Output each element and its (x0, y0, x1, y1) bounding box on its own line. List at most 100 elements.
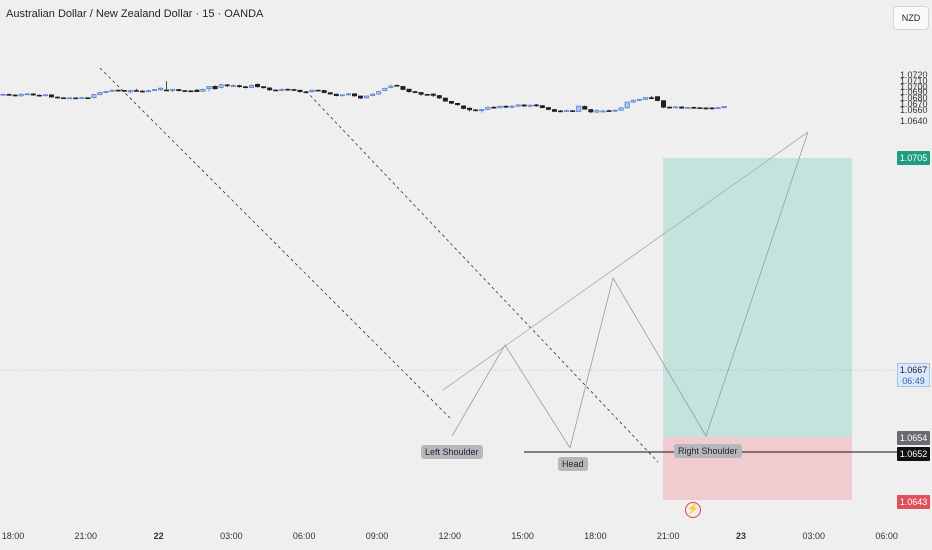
candle-body-down (521, 104, 527, 107)
candle-body-up (345, 93, 351, 96)
candle-body-down (661, 100, 667, 108)
candle-body-down (400, 86, 406, 90)
x-tick-label: 06:00 (875, 531, 898, 541)
candle-body-up (364, 95, 370, 99)
candle-body-up (600, 110, 606, 113)
candle-body-up (97, 92, 103, 95)
candle-body-up (382, 87, 388, 91)
candle-body-down (267, 87, 273, 91)
candle-body-up (376, 91, 382, 95)
candle-body-up (618, 107, 624, 111)
candle-body-down (394, 84, 400, 87)
candle-body-down (36, 94, 42, 97)
candle-body-up (485, 106, 491, 110)
candle-body-up (715, 107, 721, 109)
candle-body-up (497, 105, 503, 109)
candle-body-down (406, 88, 412, 93)
candle-body-down (242, 86, 248, 89)
x-tick-label: 06:00 (292, 531, 316, 541)
candle-body-down (291, 89, 297, 91)
candle-body-down (467, 107, 473, 111)
candle-body-down (588, 109, 594, 113)
candle-body-down (424, 94, 430, 96)
candle-body-down (503, 105, 509, 108)
candle-body-up (248, 84, 254, 88)
candle-body-down (418, 92, 424, 95)
lightning-icon[interactable]: ⚡ (685, 502, 701, 518)
candle-body-up (479, 109, 485, 111)
candle-body-down (491, 106, 497, 109)
candle-body-down (448, 101, 454, 104)
candle-body-down (539, 105, 545, 109)
candle-body-down (679, 106, 685, 109)
candle-body-down (182, 90, 188, 92)
candle-body-down (351, 93, 357, 97)
candle-body-down (61, 97, 67, 100)
candle-body-up (91, 94, 97, 99)
entry-price-tag: 1.0654 (897, 431, 930, 445)
candle-body-down (303, 91, 309, 94)
head-label: Head (558, 457, 588, 471)
candle-body-down (12, 94, 18, 97)
candle-body-up (636, 99, 642, 101)
candle-body-up (339, 94, 345, 97)
x-tick-label: 03:00 (802, 531, 826, 541)
candle-body-down (261, 86, 267, 89)
candle-body-down (48, 94, 54, 98)
candle-body-down (297, 89, 303, 93)
profit-zone (663, 158, 852, 437)
candle-body-down (436, 95, 442, 99)
candle-body-up (0, 93, 6, 96)
channel-line-upper-right (305, 90, 659, 463)
candle-body-down (461, 105, 467, 109)
candle-body-up (594, 110, 600, 113)
candle-body-down (224, 84, 230, 87)
pattern-path (451, 131, 809, 450)
candle-body-down (545, 107, 551, 110)
candle-body-up (152, 89, 158, 91)
candle-body-down (654, 96, 660, 101)
candle-body-up (279, 88, 285, 91)
x-tick-label: 21:00 (74, 531, 98, 541)
x-tick-label: 23 (735, 531, 747, 541)
candle-body-down (703, 107, 709, 110)
x-tick-label: 18:00 (584, 531, 607, 541)
y-tick-label: 1.0700 (900, 81, 928, 92)
stop-price-tag: 1.0643 (897, 495, 930, 509)
x-tick-label: 22 (153, 531, 164, 541)
candle-body-down (133, 90, 139, 92)
candle-body-down (6, 94, 12, 96)
candle-body-up (170, 89, 176, 91)
candle-body-up (721, 106, 727, 109)
x-tick-label: 12:00 (438, 531, 462, 541)
candles (0, 81, 727, 114)
candle-body-down (558, 110, 564, 113)
countdown-label: 06:49 (902, 376, 925, 386)
candle-body-up (109, 89, 115, 92)
x-tick-label: 21:00 (656, 531, 680, 541)
y-tick-label: 1.0660 (900, 104, 928, 115)
candle-body-up (42, 94, 48, 97)
currency-button[interactable]: NZD (893, 6, 929, 30)
chart-title: Australian Dollar / New Zealand Dollar ·… (6, 8, 264, 20)
candle-body-up (642, 97, 648, 100)
candle-body-down (255, 83, 261, 88)
candle-body-down (139, 90, 145, 93)
candle-body-down (430, 93, 436, 96)
candle-body-down (454, 103, 460, 106)
x-tick-label: 15:00 (511, 531, 534, 541)
y-tick-label: 1.0670 (900, 99, 928, 109)
x-tick-label: 03:00 (220, 531, 243, 541)
candle-body-up (18, 93, 24, 97)
candle-body-down (697, 107, 703, 109)
candle-body-up (145, 90, 151, 93)
candle-body-down (358, 95, 364, 99)
candle-body-down (315, 89, 321, 92)
candle-body-up (564, 110, 570, 112)
candle-body-down (551, 109, 557, 112)
left-shoulder-label: Left Shoulder (421, 445, 483, 459)
candle-body-down (321, 90, 327, 93)
candle-body-down (115, 89, 121, 92)
y-tick-label: 1.0640 (900, 116, 928, 127)
